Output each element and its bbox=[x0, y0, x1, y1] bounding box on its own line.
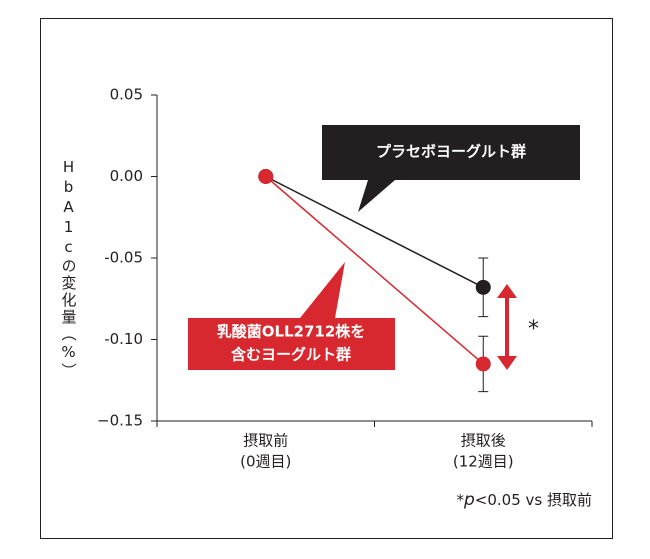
y-tick-label: 0.00 bbox=[110, 167, 143, 185]
y-tick-label: 0.05 bbox=[110, 86, 143, 104]
footnote: *p<0.05 vs 摂取前 bbox=[457, 490, 593, 510]
data-point bbox=[258, 169, 274, 184]
data-point bbox=[475, 279, 491, 295]
footnote-part: * bbox=[457, 491, 465, 509]
callout-box bbox=[188, 262, 395, 370]
y-tick-label: -0.10 bbox=[104, 330, 143, 348]
y-tick-label: -0.05 bbox=[104, 249, 143, 267]
callout-text: 含むヨーグルト群 bbox=[231, 346, 351, 364]
x-tick-sublabel: (0週目) bbox=[240, 453, 291, 471]
significance-marker: * bbox=[528, 317, 539, 342]
x-tick-sublabel: (12週目) bbox=[453, 453, 514, 471]
data-point bbox=[475, 356, 491, 372]
x-tick-label: 摂取前 bbox=[243, 432, 288, 450]
footnote-part: p bbox=[463, 490, 475, 510]
footnote-part: <0.05 vs 摂取前 bbox=[475, 491, 592, 509]
callout-text: 乳酸菌OLL2712株を bbox=[217, 323, 366, 341]
significance-arrow bbox=[497, 284, 517, 370]
frame bbox=[40, 18, 613, 539]
series-line bbox=[265, 175, 484, 289]
callout-box bbox=[322, 125, 580, 212]
callout-text: プラセボヨーグルト群 bbox=[376, 143, 526, 161]
series-line bbox=[265, 175, 484, 365]
y-tick-label: −0.15 bbox=[97, 412, 143, 430]
y-axis-label: HbA1cの変化量（%） bbox=[60, 158, 78, 380]
x-tick-label: 摂取後 bbox=[461, 432, 506, 450]
